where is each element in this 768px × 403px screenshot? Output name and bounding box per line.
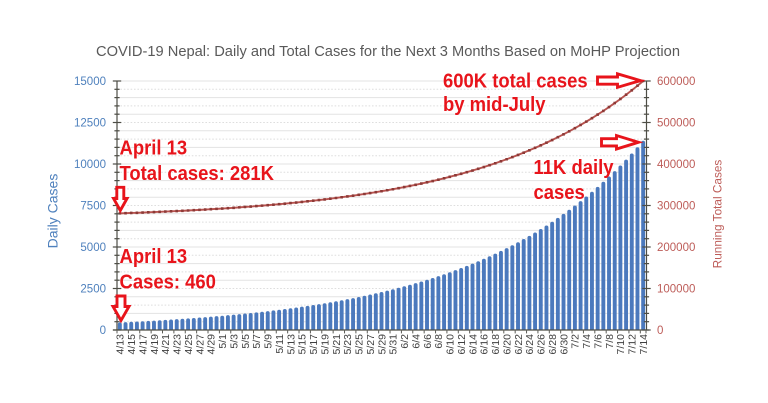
svg-text:7/4: 7/4: [581, 334, 593, 349]
svg-text:10000: 10000: [74, 159, 106, 171]
svg-text:5/1: 5/1: [217, 334, 229, 349]
svg-text:6/2: 6/2: [399, 334, 411, 349]
svg-text:2500: 2500: [80, 284, 106, 296]
svg-text:6/12: 6/12: [456, 334, 468, 355]
svg-text:6/14: 6/14: [467, 334, 479, 355]
svg-text:15000: 15000: [74, 76, 106, 88]
svg-text:12500: 12500: [74, 118, 106, 130]
svg-text:5/7: 5/7: [251, 334, 263, 349]
svg-text:4/27: 4/27: [194, 334, 206, 355]
svg-text:5/25: 5/25: [354, 334, 366, 355]
svg-text:6/28: 6/28: [547, 334, 559, 355]
svg-text:4/17: 4/17: [137, 334, 149, 355]
svg-text:6/4: 6/4: [410, 334, 422, 349]
svg-text:100000: 100000: [657, 284, 695, 296]
svg-text:5/15: 5/15: [297, 334, 309, 355]
svg-text:200000: 200000: [657, 242, 695, 254]
svg-text:5/23: 5/23: [342, 334, 354, 355]
svg-text:5/19: 5/19: [319, 334, 331, 355]
svg-text:4/21: 4/21: [160, 334, 172, 355]
svg-text:7/10: 7/10: [615, 334, 627, 355]
svg-text:4/15: 4/15: [126, 334, 138, 355]
svg-text:7/6: 7/6: [592, 334, 604, 349]
svg-text:4/29: 4/29: [206, 334, 218, 355]
svg-text:5000: 5000: [80, 242, 106, 254]
svg-text:0: 0: [100, 325, 106, 337]
svg-text:400000: 400000: [657, 159, 695, 171]
svg-text:7500: 7500: [80, 201, 106, 213]
svg-text:Running Total Cases: Running Total Cases: [711, 160, 725, 269]
svg-text:11K daily: 11K daily: [534, 156, 614, 179]
svg-text:5/29: 5/29: [376, 334, 388, 355]
svg-text:6/20: 6/20: [501, 334, 513, 355]
svg-text:6/18: 6/18: [490, 334, 502, 355]
svg-text:5/21: 5/21: [331, 334, 343, 355]
svg-text:4/13: 4/13: [115, 334, 127, 355]
svg-text:5/5: 5/5: [240, 334, 252, 349]
svg-text:5/9: 5/9: [263, 334, 275, 349]
svg-text:7/2: 7/2: [570, 334, 582, 349]
svg-text:5/13: 5/13: [285, 334, 297, 355]
svg-text:5/3: 5/3: [228, 334, 240, 349]
svg-text:0: 0: [657, 325, 663, 337]
svg-text:5/31: 5/31: [388, 334, 400, 355]
svg-text:5/27: 5/27: [365, 334, 377, 355]
svg-text:4/23: 4/23: [172, 334, 184, 355]
svg-text:600000: 600000: [657, 76, 695, 88]
svg-text:4/25: 4/25: [183, 334, 195, 355]
svg-text:6/8: 6/8: [433, 334, 445, 349]
svg-text:6/16: 6/16: [479, 334, 491, 355]
svg-text:7/8: 7/8: [604, 334, 616, 349]
svg-text:6/6: 6/6: [422, 334, 434, 349]
svg-text:300000: 300000: [657, 201, 695, 213]
svg-text:6/24: 6/24: [524, 334, 536, 355]
svg-text:cases: cases: [534, 181, 585, 204]
svg-text:April 13: April 13: [120, 245, 188, 268]
svg-text:5/17: 5/17: [308, 334, 320, 355]
svg-text:6/30: 6/30: [558, 334, 570, 355]
svg-text:Cases: 460: Cases: 460: [120, 271, 217, 294]
svg-text:by mid-July: by mid-July: [443, 93, 546, 116]
svg-text:Total cases: 281K: Total cases: 281K: [120, 162, 275, 185]
svg-text:7/14: 7/14: [638, 334, 650, 355]
svg-text:COVID-19 Nepal: Daily and Tota: COVID-19 Nepal: Daily and Total Cases fo…: [96, 44, 680, 60]
svg-text:5/11: 5/11: [274, 334, 286, 354]
svg-text:April 13: April 13: [120, 137, 188, 160]
svg-text:500000: 500000: [657, 118, 695, 130]
svg-text:Daily Cases: Daily Cases: [45, 174, 61, 249]
svg-text:600K total cases: 600K total cases: [443, 70, 588, 93]
svg-text:6/22: 6/22: [513, 334, 525, 355]
svg-text:4/19: 4/19: [149, 334, 161, 355]
svg-text:6/10: 6/10: [445, 334, 457, 355]
svg-text:6/26: 6/26: [536, 334, 548, 355]
svg-text:7/12: 7/12: [627, 334, 639, 355]
